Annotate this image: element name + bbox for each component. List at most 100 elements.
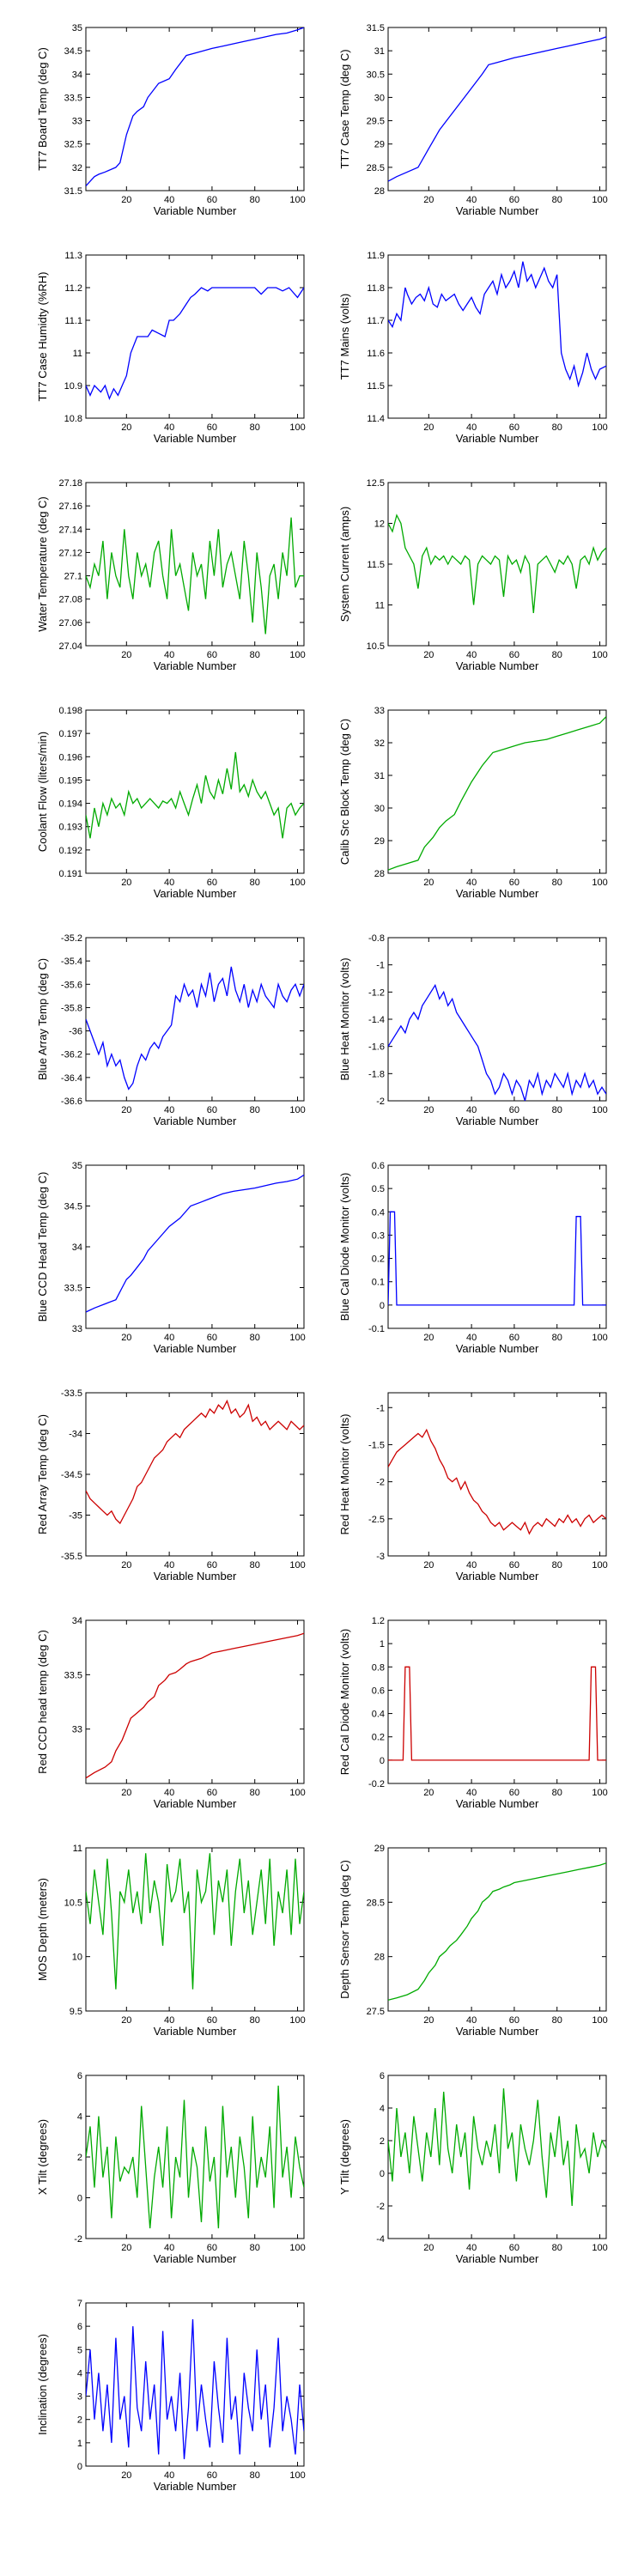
y-tick-label: 35 xyxy=(72,23,82,33)
x-tick-label: 100 xyxy=(592,878,607,888)
y-tick-label: 0.1 xyxy=(372,1278,385,1288)
x-axis-label: Variable Number xyxy=(456,1342,539,1355)
plot-frame xyxy=(387,27,607,191)
x-axis-label: Variable Number xyxy=(154,1342,237,1355)
y-tick-label: 11 xyxy=(73,1844,82,1854)
x-axis-label: Variable Number xyxy=(456,432,539,445)
x-axis-label: Variable Number xyxy=(154,204,237,217)
x-tick-label: 80 xyxy=(250,2470,260,2481)
x-tick-label: 20 xyxy=(423,1105,434,1115)
y-tick-label: 31 xyxy=(374,46,385,57)
x-tick-label: 40 xyxy=(466,195,477,205)
y-axis-label: Red Cal Diode Monitor (volts) xyxy=(338,1629,351,1776)
y-tick-label: 11.5 xyxy=(367,560,385,570)
x-tick-label: 20 xyxy=(121,1788,131,1798)
x-tick-label: 100 xyxy=(592,1560,607,1571)
y-tick-label: 2 xyxy=(77,2153,82,2163)
x-tick-label: 80 xyxy=(552,195,562,205)
chart-panel: 20 40 60 80 100 28 29 30 31 32 33 Variable Number Ca… xyxy=(338,706,608,900)
y-tick-label: -35 xyxy=(69,1511,82,1522)
x-tick-label: 40 xyxy=(164,650,174,660)
plot-frame xyxy=(85,937,305,1102)
x-tick-label: 20 xyxy=(121,422,131,433)
plot-frame xyxy=(85,254,305,419)
y-tick-label: 33 xyxy=(374,706,385,716)
y-tick-label: 5 xyxy=(77,2345,82,2355)
y-tick-label: -36 xyxy=(69,1027,82,1037)
y-axis-label: Blue Heat Monitor (volts) xyxy=(338,957,351,1080)
x-tick-label: 80 xyxy=(552,2243,562,2253)
x-tick-label: 80 xyxy=(250,1105,260,1115)
x-tick-label: 100 xyxy=(289,1788,305,1798)
plot-frame xyxy=(387,709,607,874)
chart-panel: 20 40 60 80 100 33 33.5 34 Variable Number Red CC… xyxy=(36,1616,306,1810)
series-line xyxy=(86,2085,304,2229)
y-tick-label: 30.5 xyxy=(367,70,385,80)
x-tick-label: 20 xyxy=(121,1560,131,1571)
y-tick-label: 29 xyxy=(374,140,385,150)
y-tick-label: 9.5 xyxy=(70,2007,82,2017)
x-tick-label: 100 xyxy=(592,2243,607,2253)
x-tick-label: 20 xyxy=(121,2015,131,2026)
y-tick-label: 27.08 xyxy=(58,595,82,605)
y-tick-label: 10.8 xyxy=(64,414,82,424)
series-line xyxy=(388,1666,606,1761)
x-tick-label: 80 xyxy=(250,878,260,888)
x-tick-label: 40 xyxy=(164,422,174,433)
y-tick-label: 28 xyxy=(374,869,385,879)
y-tick-label: 2 xyxy=(380,2136,385,2147)
y-axis-label: Red CCD head temp (deg C) xyxy=(36,1630,49,1774)
x-tick-label: 40 xyxy=(466,878,477,888)
y-tick-label: 0.6 xyxy=(372,1686,385,1696)
chart-panel: 20 40 60 80 100 27.5 28 28.5 29 Variable Number De… xyxy=(338,1844,608,2038)
x-tick-label: 80 xyxy=(250,1560,260,1571)
y-tick-label: 2 xyxy=(77,2415,82,2426)
x-axis-label: Variable Number xyxy=(456,204,539,217)
x-tick-label: 60 xyxy=(509,195,519,205)
y-tick-label: 29.5 xyxy=(367,117,385,127)
x-axis-label: Variable Number xyxy=(456,1570,539,1583)
series-line xyxy=(86,1853,304,1990)
chart-panel: 20 40 60 80 100 27.04 27.06 27.08 27.1 27.12 27.14… xyxy=(36,478,306,672)
plot-frame xyxy=(387,937,607,1102)
series-line xyxy=(388,513,606,614)
y-tick-label: 6 xyxy=(380,2071,385,2081)
x-tick-label: 40 xyxy=(466,1105,477,1115)
y-tick-label: 11 xyxy=(73,349,82,359)
plot-frame xyxy=(387,1392,607,1557)
plot-frame xyxy=(387,254,607,419)
y-tick-label: 28 xyxy=(374,1953,385,1963)
series-line xyxy=(86,2318,304,2459)
plot-frame xyxy=(85,1164,305,1329)
y-tick-label: 35 xyxy=(72,1161,82,1171)
chart-panel: 20 40 60 80 100 -0.1 0 0.1 0.2 0.3 0.4 0.5 0.6 Variab… xyxy=(338,1161,608,1355)
x-tick-label: 100 xyxy=(592,195,607,205)
y-tick-label: 34 xyxy=(72,1616,82,1626)
y-tick-label: -2 xyxy=(376,1097,385,1107)
x-tick-label: 100 xyxy=(289,650,305,660)
y-tick-label: -1.8 xyxy=(368,1069,385,1079)
y-tick-label: -35.5 xyxy=(61,1552,82,1562)
y-tick-label: 4 xyxy=(380,2104,385,2114)
x-axis-label: Variable Number xyxy=(456,1115,539,1127)
y-tick-label: 27.18 xyxy=(58,478,82,489)
x-tick-label: 60 xyxy=(207,422,217,433)
x-tick-label: 80 xyxy=(552,1788,562,1798)
y-tick-label: -4 xyxy=(376,2234,385,2245)
y-axis-label: Depth Sensor Temp (deg C) xyxy=(338,1860,351,1999)
x-tick-label: 20 xyxy=(121,650,131,660)
y-tick-label: 27.14 xyxy=(58,525,82,535)
y-axis-label: X Tilt (degrees) xyxy=(36,2119,49,2195)
y-tick-label: -35.4 xyxy=(61,957,82,967)
chart-panel: 20 40 60 80 100 9.5 10 10.5 11 Variable Number MOS… xyxy=(36,1844,306,2038)
x-tick-label: 80 xyxy=(250,195,260,205)
plot-frame xyxy=(85,1392,305,1557)
y-tick-label: -36.2 xyxy=(61,1050,82,1060)
x-tick-label: 80 xyxy=(250,422,260,433)
x-axis-label: Variable Number xyxy=(154,887,237,900)
y-tick-label: -1 xyxy=(376,1403,385,1413)
series-line xyxy=(86,1399,304,1525)
y-tick-label: -0.1 xyxy=(368,1324,385,1334)
y-axis-label: Y Tilt (degrees) xyxy=(338,2119,351,2195)
y-tick-label: 0 xyxy=(380,1756,385,1766)
